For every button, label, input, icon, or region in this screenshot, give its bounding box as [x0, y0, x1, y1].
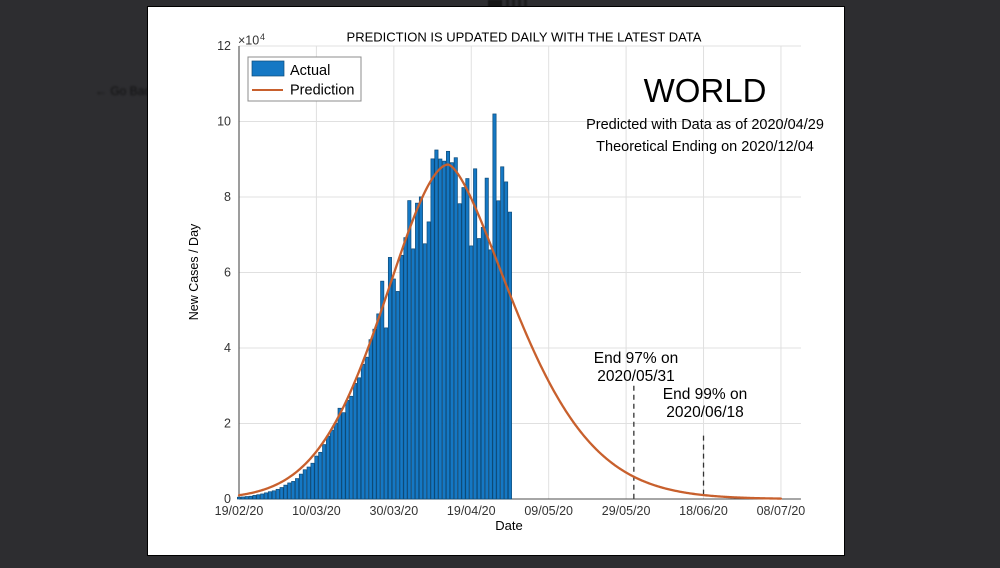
svg-text:19/04/20: 19/04/20: [447, 504, 496, 518]
svg-text:08/07/20: 08/07/20: [757, 504, 806, 518]
svg-text:6: 6: [224, 266, 231, 280]
svg-text:12: 12: [217, 39, 231, 53]
svg-text:Date: Date: [495, 518, 522, 533]
svg-text:30/03/20: 30/03/20: [370, 504, 419, 518]
svg-text:09/05/20: 09/05/20: [524, 504, 573, 518]
svg-text:4: 4: [260, 32, 265, 42]
svg-text:WORLD: WORLD: [644, 72, 767, 109]
svg-text:10/03/20: 10/03/20: [292, 504, 341, 518]
svg-text:2: 2: [224, 417, 231, 431]
svg-text:New Cases / Day: New Cases / Day: [187, 223, 201, 320]
svg-text:10: 10: [217, 115, 231, 129]
svg-text:4: 4: [224, 341, 231, 355]
svg-text:2020/06/18: 2020/06/18: [666, 404, 744, 421]
svg-text:2020/05/31: 2020/05/31: [597, 368, 675, 385]
svg-text:0: 0: [224, 492, 231, 506]
svg-text:PREDICTION IS UPDATED DAILY WI: PREDICTION IS UPDATED DAILY WITH THE LAT…: [347, 30, 702, 45]
svg-text:Actual: Actual: [290, 63, 330, 79]
svg-text:End 99% on: End 99% on: [663, 386, 747, 403]
svg-text:Predicted with Data as of 2020: Predicted with Data as of 2020/04/29: [586, 117, 824, 133]
svg-text:29/05/20: 29/05/20: [602, 504, 651, 518]
svg-text:×10: ×10: [238, 34, 259, 48]
svg-text:Theoretical Ending on 2020/12/: Theoretical Ending on 2020/12/04: [596, 139, 814, 155]
svg-text:18/06/20: 18/06/20: [679, 504, 728, 518]
svg-text:Prediction: Prediction: [290, 83, 354, 99]
svg-text:End 97% on: End 97% on: [594, 350, 678, 367]
svg-text:8: 8: [224, 190, 231, 204]
svg-text:19/02/20: 19/02/20: [215, 504, 264, 518]
